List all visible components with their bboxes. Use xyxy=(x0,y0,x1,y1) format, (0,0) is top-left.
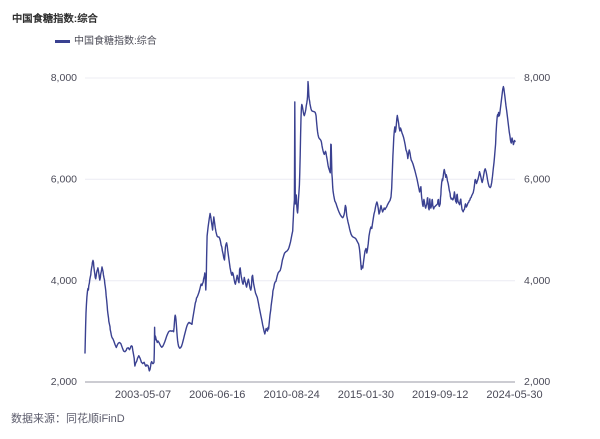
svg-text:2006-06-16: 2006-06-16 xyxy=(189,389,245,401)
svg-text:2003-05-07: 2003-05-07 xyxy=(115,389,171,401)
svg-text:2015-01-30: 2015-01-30 xyxy=(338,389,394,401)
svg-text:4,000: 4,000 xyxy=(51,275,77,287)
svg-text:6,000: 6,000 xyxy=(524,174,550,186)
svg-text:8,000: 8,000 xyxy=(51,72,77,84)
svg-text:4,000: 4,000 xyxy=(524,275,550,287)
svg-text:2010-08-24: 2010-08-24 xyxy=(263,389,319,401)
svg-text:2019-09-12: 2019-09-12 xyxy=(412,389,468,401)
svg-text:2,000: 2,000 xyxy=(524,376,550,388)
svg-text:2,000: 2,000 xyxy=(51,376,77,388)
svg-text:8,000: 8,000 xyxy=(524,72,550,84)
svg-text:6,000: 6,000 xyxy=(51,174,77,186)
svg-text:2024-05-30: 2024-05-30 xyxy=(486,389,542,401)
